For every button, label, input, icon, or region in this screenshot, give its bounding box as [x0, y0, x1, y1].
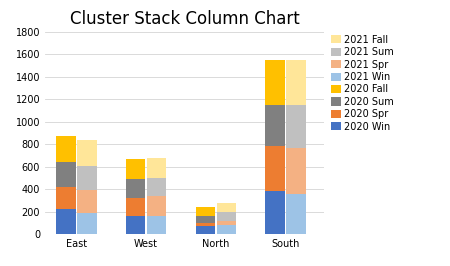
Bar — [126, 198, 145, 216]
Bar — [56, 136, 76, 162]
Bar — [196, 207, 215, 216]
Bar — [147, 197, 166, 216]
Bar — [286, 60, 306, 105]
Bar — [266, 147, 285, 192]
Bar — [196, 216, 215, 223]
Bar — [147, 216, 166, 234]
Bar — [56, 209, 76, 234]
Bar — [266, 192, 285, 234]
Bar — [216, 225, 236, 234]
Bar — [126, 159, 145, 179]
Bar — [77, 213, 97, 234]
Bar — [77, 165, 97, 190]
Bar — [216, 221, 236, 225]
Bar — [196, 226, 215, 234]
Bar — [266, 60, 285, 105]
Bar — [147, 178, 166, 197]
Title: Cluster Stack Column Chart: Cluster Stack Column Chart — [70, 10, 299, 28]
Legend: 2021 Fall, 2021 Sum, 2021 Spr, 2021 Win, 2020 Fall, 2020 Sum, 2020 Spr, 2020 Win: 2021 Fall, 2021 Sum, 2021 Spr, 2021 Win,… — [329, 33, 396, 134]
Bar — [77, 140, 97, 165]
Bar — [286, 194, 306, 234]
Bar — [126, 179, 145, 198]
Bar — [56, 162, 76, 187]
Bar — [56, 187, 76, 209]
Bar — [77, 190, 97, 213]
Bar — [216, 212, 236, 221]
Bar — [147, 158, 166, 178]
Bar — [126, 216, 145, 234]
Bar — [286, 105, 306, 148]
Bar — [266, 105, 285, 147]
Bar — [216, 203, 236, 212]
Bar — [196, 223, 215, 226]
Bar — [286, 148, 306, 194]
